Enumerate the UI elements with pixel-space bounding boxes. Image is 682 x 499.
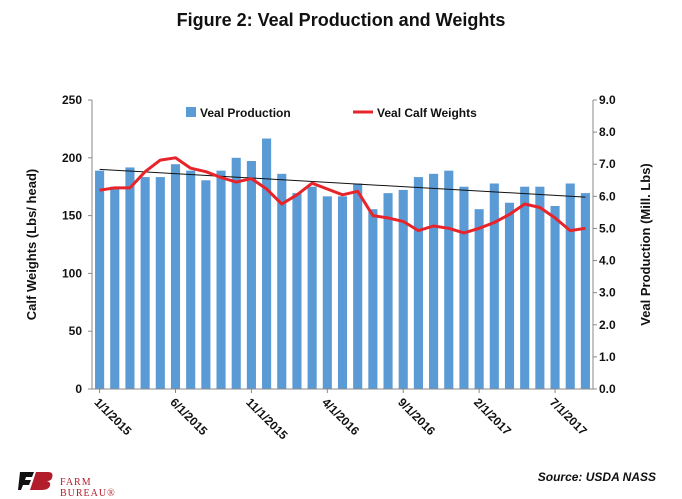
veal-production-bar [459, 186, 469, 389]
left-tick-label: 0 [75, 382, 82, 396]
right-tick-label: 2.0 [599, 318, 616, 332]
line-series-veal-calf-weights [99, 156, 586, 235]
right-tick-label: 0.0 [599, 382, 616, 396]
legend-swatch-veal-production [186, 107, 196, 117]
right-tick-label: 7.0 [599, 157, 616, 171]
veal-production-bar [246, 161, 256, 389]
veal-production-bar [201, 180, 211, 389]
farm-bureau-logo-icon [18, 472, 53, 490]
veal-production-bar [580, 193, 590, 389]
x-tick-label: 4/1/2016 [319, 395, 362, 438]
chart-title: Figure 2: Veal Production and Weights [176, 10, 506, 30]
x-tick-label: 1/1/2015 [91, 395, 134, 438]
right-tick-label: 1.0 [599, 350, 616, 364]
x-tick-label: 9/1/2016 [395, 395, 438, 438]
farm-bureau-logo: FARM BUREAU® [18, 468, 138, 499]
veal-production-bar [504, 202, 515, 389]
left-tick-label: 100 [62, 266, 82, 280]
veal-production-bar [262, 138, 272, 389]
left-tick-label: 250 [62, 93, 82, 107]
left-tick-label: 200 [62, 151, 82, 165]
right-tick-label: 4.0 [599, 254, 616, 268]
veal-production-bar [216, 170, 226, 389]
veal-production-bar [429, 173, 439, 389]
veal-production-bar [383, 193, 393, 389]
veal-production-bar [550, 205, 560, 389]
veal-production-bar [322, 196, 332, 389]
veal-production-bar [353, 183, 363, 389]
right-tick-label: 8.0 [599, 125, 616, 139]
legend-label-veal-calf-weights: Veal Calf Weights [377, 106, 477, 120]
veal-production-bar [535, 186, 545, 389]
veal-production-bar [186, 170, 196, 389]
x-tick-label: 6/1/2015 [167, 395, 210, 438]
veal-production-bar [337, 196, 348, 389]
trendline [99, 168, 586, 198]
veal-production-bar [489, 183, 499, 389]
veal-production-bar [413, 177, 423, 389]
left-tick-label: 50 [69, 324, 83, 338]
veal-production-bar [398, 189, 408, 389]
right-tick-label: 9.0 [599, 93, 616, 107]
veal-production-bar [444, 170, 454, 389]
right-tick-label: 5.0 [599, 221, 616, 235]
right-tick-label: 3.0 [599, 286, 616, 300]
veal-production-bar [277, 173, 287, 389]
veal-production-bar [95, 170, 105, 389]
veal-production-bar [231, 157, 241, 389]
x-tick-label: 7/1/2017 [547, 395, 590, 438]
veal-production-bar [520, 186, 530, 389]
left-tick-label: 150 [62, 209, 82, 223]
x-tick-label: 11/1/2015 [243, 395, 290, 442]
veal-production-bar [155, 177, 165, 389]
veal-production-bar [170, 164, 181, 389]
veal-production-bar [140, 177, 150, 389]
legend: Veal Production Veal Calf Weights [186, 106, 477, 120]
veal-production-bar [368, 209, 378, 389]
veal-production-bar [125, 167, 135, 389]
right-axis-title: Veal Production (Mill. Lbs) [638, 163, 653, 326]
veal-production-bar [474, 209, 484, 389]
veal-production-bar [292, 193, 302, 389]
left-axis-title: Calf Weights (Lbs/ head) [24, 169, 39, 320]
legend-label-veal-production: Veal Production [200, 106, 291, 120]
logo-text: FARM BUREAU® [60, 477, 116, 499]
veal-production-bar [307, 186, 317, 389]
right-tick-label: 6.0 [599, 189, 616, 203]
veal-calf-weights-line [99, 156, 586, 235]
bar-series-veal-production [95, 138, 590, 389]
trendline-layer [99, 168, 586, 198]
veal-production-bar [110, 186, 120, 389]
veal-production-bar [565, 183, 575, 389]
source-note: Source: USDA NASS [537, 470, 656, 484]
x-tick-label: 2/1/2017 [471, 395, 514, 438]
